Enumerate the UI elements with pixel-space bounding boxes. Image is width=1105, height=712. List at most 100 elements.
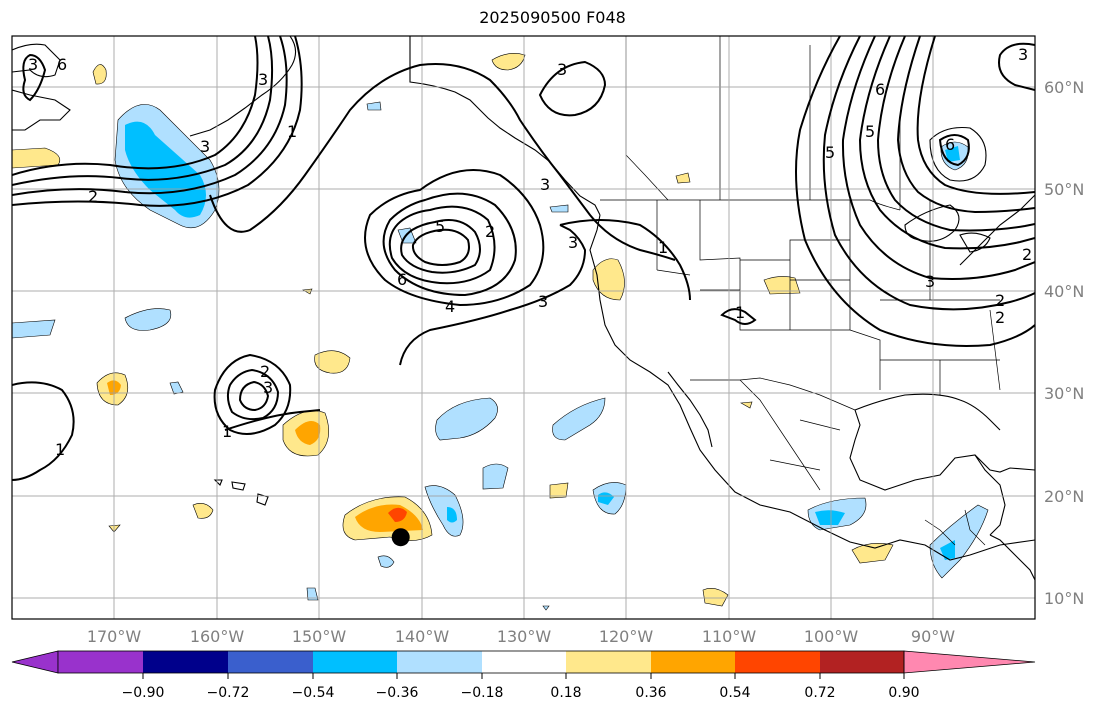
contour-label: 3	[263, 378, 273, 397]
contour-line	[209, 63, 676, 261]
colorbar-tick-label: −0.36	[376, 685, 419, 701]
lat-tick-label: 30°N	[1044, 384, 1084, 403]
lon-tick-label: 120°W	[599, 627, 654, 646]
contour-line	[795, 36, 1035, 347]
positive-patch	[851, 543, 894, 564]
graticule	[12, 36, 1035, 619]
state-borders	[656, 200, 1001, 395]
lon-tick-label: 140°W	[395, 627, 450, 646]
contour-line	[876, 36, 1035, 232]
positive-patch	[388, 507, 407, 522]
negative-patch	[366, 101, 382, 111]
central-america	[989, 534, 1035, 581]
us-mexico-border	[690, 377, 856, 411]
lon-tick-label: 170°W	[87, 627, 142, 646]
contour-label: 5	[865, 122, 875, 141]
colorbar-segment	[651, 651, 737, 673]
positive-patch	[192, 503, 214, 519]
negative-patch	[945, 146, 960, 162]
us-canada-border	[600, 199, 901, 211]
contour-label: 2	[260, 362, 270, 381]
yucatan	[974, 454, 1006, 536]
contour-label: 5	[825, 143, 835, 162]
contour-line	[998, 42, 1035, 91]
contour-label: 1	[222, 422, 232, 441]
contour-line	[896, 36, 1035, 214]
colorbar-tick-label: 0.54	[719, 685, 750, 701]
contour-line	[12, 381, 75, 481]
aleutian-coast	[189, 36, 297, 137]
colorbar-tick-label: −0.90	[122, 685, 165, 701]
colorbar-tick-label: 0.18	[550, 685, 581, 701]
colorbar-segment	[566, 651, 652, 673]
map-panel: 6 3 3 1 3 2 3 2 5 6 4 3 2 3 1 1 3 3 1 6	[11, 35, 1036, 620]
negative-patch	[125, 121, 206, 218]
contour-label: 3	[538, 292, 548, 311]
contour-label: 2	[485, 222, 495, 241]
colorbar-segment	[735, 651, 821, 673]
contour-line	[213, 353, 292, 435]
gulf-coast	[849, 409, 1035, 491]
colorbar-frame	[57, 650, 905, 674]
positive-patch	[92, 64, 107, 85]
contour-label: 4	[445, 297, 455, 316]
contour-line	[822, 36, 1035, 311]
contour-line	[12, 36, 259, 176]
colorbar-segment	[228, 651, 314, 673]
colorbar-segment	[820, 651, 905, 673]
negative-patch	[542, 605, 550, 611]
negative-patch	[549, 204, 569, 213]
gulf-north-shore	[854, 393, 1001, 431]
contour-label: 6	[57, 55, 67, 74]
contour-line	[22, 53, 47, 102]
colorbar-segment	[397, 651, 483, 673]
negative-patch	[929, 504, 989, 579]
contour-label: 6	[875, 80, 885, 99]
contour-label: 2	[1022, 245, 1032, 264]
contour-line	[12, 36, 274, 186]
colorbar-extend-right	[903, 650, 1036, 674]
negative-patch	[940, 540, 955, 560]
contour-label: 3	[28, 55, 38, 74]
contour-label: 1	[55, 440, 65, 459]
positive-patch	[675, 172, 691, 184]
contour-line	[12, 36, 288, 196]
lon-tick-label: 130°W	[497, 627, 552, 646]
contour-label: 2	[995, 308, 1005, 327]
positive-patch	[740, 401, 753, 409]
negative-patch	[124, 308, 172, 331]
negative-patch	[306, 587, 319, 601]
colorbar-segment	[58, 651, 144, 673]
contour-label: 2	[995, 291, 1005, 310]
contour-label: 3	[557, 60, 567, 79]
contour-line	[12, 36, 303, 207]
contour-line	[720, 308, 757, 325]
lon-tick-label: 150°W	[292, 627, 347, 646]
positive-patch	[702, 588, 729, 607]
contour-label: 5	[435, 217, 445, 236]
negative-patch	[447, 507, 457, 523]
lat-tick-label: 50°N	[1044, 180, 1084, 199]
contour-label: 3	[925, 272, 935, 291]
lat-tick-label: 20°N	[1044, 487, 1084, 506]
lon-tick-label: 110°W	[702, 627, 757, 646]
contour-line	[224, 409, 321, 431]
colorbar-tick-label: −0.72	[207, 685, 250, 701]
lon-tick-label: 160°W	[190, 627, 245, 646]
colorbar-tick-label: 0.72	[804, 685, 835, 701]
negative-patch	[815, 510, 845, 525]
contour-line	[400, 219, 481, 274]
contour-label: 3	[258, 70, 268, 89]
colorbar-segment	[143, 651, 229, 673]
contour-label: 6	[945, 135, 955, 154]
contour-line	[559, 219, 691, 301]
contour-label: 1	[735, 303, 745, 322]
baja-peninsula	[667, 371, 713, 448]
positive-patch	[314, 350, 351, 374]
contour-label: 3	[540, 175, 550, 194]
contour-line	[364, 169, 545, 307]
positive-patch	[549, 482, 569, 499]
positive-patch	[592, 258, 625, 301]
positive-patch	[295, 421, 321, 445]
contour-label: 1	[287, 122, 297, 141]
